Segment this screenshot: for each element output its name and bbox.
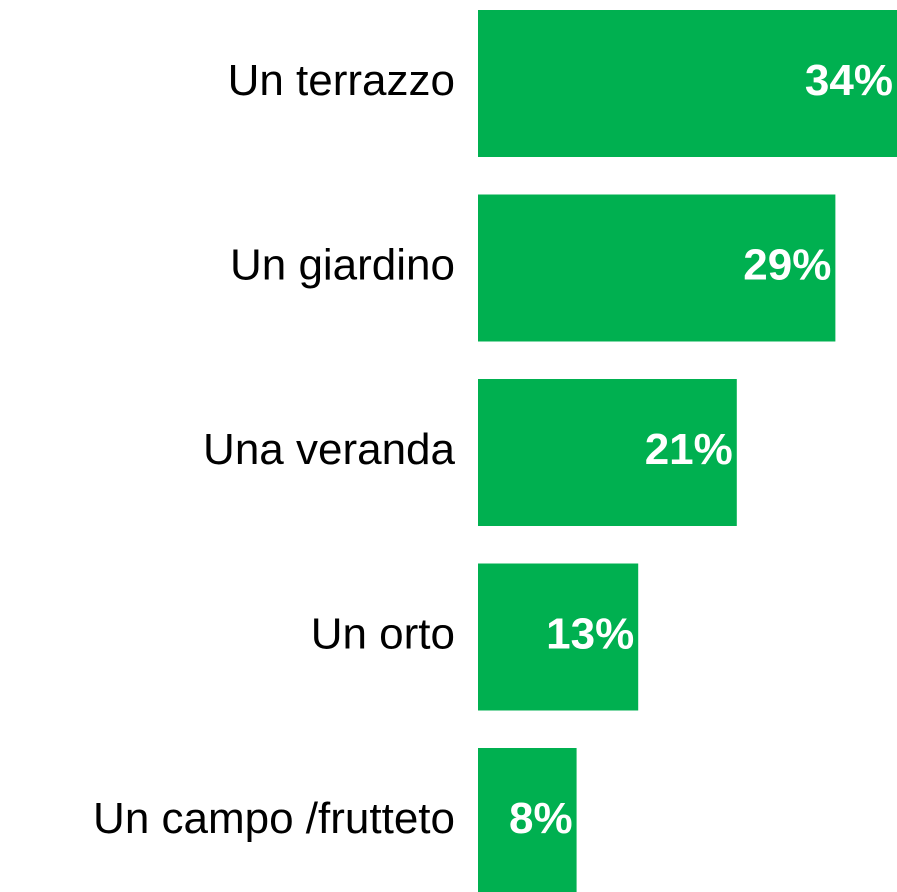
value-label: 21% [645,425,733,474]
category-label: Un terrazzo [228,56,455,105]
value-label: 8% [509,794,573,843]
bar [478,10,897,157]
category-label: Un campo /frutteto [93,794,455,843]
category-label: Un giardino [230,241,455,290]
value-label: 34% [805,56,893,105]
value-label: 13% [546,610,634,659]
bar [478,379,737,526]
bar [478,748,577,892]
bar [478,194,836,342]
category-label: Un orto [311,610,455,659]
category-label: Una veranda [203,425,455,474]
value-label: 29% [743,241,831,290]
bar [478,563,639,711]
